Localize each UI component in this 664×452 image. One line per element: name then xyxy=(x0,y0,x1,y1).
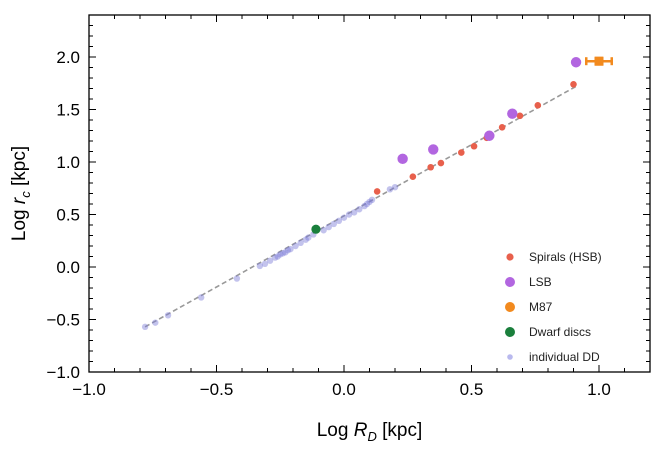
m87-point xyxy=(585,56,613,66)
spiral-hsb-point xyxy=(516,112,524,120)
x-axis-label: Log RD [kpc] xyxy=(317,420,423,444)
individual-dd-point xyxy=(292,242,299,250)
spiral-hsb-point xyxy=(534,102,542,109)
legend-marker xyxy=(507,354,513,360)
legend-marker xyxy=(505,327,515,337)
individual-dd-point xyxy=(261,260,269,268)
y-axis-tick-labels: −1.0 −0.5 0.0 0.5 1.0 1.5 2.0 xyxy=(46,48,80,382)
individual-dd-point xyxy=(345,211,353,218)
individual-dd-point xyxy=(256,262,264,270)
spiral-hsb-point xyxy=(498,124,506,131)
lsb-point xyxy=(428,144,439,155)
individual-dd-point xyxy=(233,275,241,282)
legend-marker xyxy=(506,253,514,261)
spiral-hsb-point xyxy=(427,163,435,171)
individual-dd-point xyxy=(368,196,376,203)
individual-dd-point xyxy=(152,319,159,326)
lsb-point xyxy=(484,130,495,141)
legend-label: Dwarf discs xyxy=(529,325,591,339)
spiral-hsb-point xyxy=(373,188,381,195)
legend-label: M87 xyxy=(529,300,553,314)
legend-label: LSB xyxy=(529,275,552,289)
individual-dd-point xyxy=(330,220,337,228)
individual-dd-point xyxy=(386,186,394,193)
individual-dd-point xyxy=(366,198,373,206)
spiral-hsb-point xyxy=(458,149,465,156)
y-tick-label: 1.5 xyxy=(56,101,80,120)
x-tick-label: −0.5 xyxy=(200,380,234,399)
lsb-point xyxy=(507,108,518,119)
spiral-hsb-point xyxy=(409,173,417,180)
lsb-point xyxy=(397,153,408,165)
individual-dd-point xyxy=(305,234,312,241)
individual-dd-point xyxy=(198,294,205,301)
individual-dd-point xyxy=(351,209,358,216)
individual-dd-point xyxy=(297,239,304,247)
y-tick-label: 1.0 xyxy=(56,153,80,172)
spiral-hsb-point xyxy=(470,142,478,150)
individual-dd-point xyxy=(325,223,332,231)
individual-dd-point xyxy=(282,249,289,256)
spiral-hsb-point xyxy=(437,159,445,167)
individual-dd-point xyxy=(141,323,149,331)
individual-dd-point xyxy=(277,251,284,258)
data-points xyxy=(141,56,613,331)
individual-dd-point xyxy=(266,257,274,264)
legend-marker xyxy=(505,302,515,312)
y-axis-label: Log rc [kpc] xyxy=(9,146,33,241)
individual-dd-point xyxy=(340,214,348,221)
x-tick-label: 1.0 xyxy=(587,380,611,399)
individual-dd-point xyxy=(287,245,294,253)
legend-marker xyxy=(505,277,515,287)
x-tick-label: 0.0 xyxy=(332,380,356,399)
individual-dd-point xyxy=(284,247,292,254)
y-tick-label: 0.5 xyxy=(56,206,80,225)
individual-dd-point xyxy=(274,253,281,260)
individual-dd-point xyxy=(391,184,399,191)
x-tick-label: 0.5 xyxy=(460,380,484,399)
m87-marker xyxy=(594,56,604,66)
lsb-point xyxy=(570,57,582,68)
legend-label: individual DD xyxy=(529,350,600,364)
individual-dd-point xyxy=(320,227,327,234)
individual-dd-point xyxy=(164,312,172,319)
spiral-hsb-point xyxy=(570,81,577,88)
axis-ticks xyxy=(88,14,651,373)
individual-dd-point xyxy=(363,200,371,208)
individual-dd-point xyxy=(279,250,286,257)
y-tick-label: 2.0 xyxy=(56,48,80,67)
individual-dd-point xyxy=(335,217,343,224)
x-tick-label: −1.0 xyxy=(72,380,106,399)
y-tick-label: 0.0 xyxy=(56,258,80,277)
y-tick-label: −1.0 xyxy=(46,363,80,382)
individual-dd-point xyxy=(361,202,368,210)
individual-dd-point xyxy=(271,254,279,261)
individual-dd-point xyxy=(302,236,309,243)
individual-dd-point xyxy=(356,206,363,213)
dwarf-disc-point xyxy=(311,224,321,234)
x-axis-tick-labels: −1.0 −0.5 0.0 0.5 1.0 xyxy=(72,380,611,399)
legend-label: Spirals (HSB) xyxy=(529,250,602,264)
legend: Spirals (HSB) LSB M87 Dwarf discs individual… xyxy=(505,250,602,364)
plot-area-frame xyxy=(88,14,651,373)
y-tick-label: −0.5 xyxy=(46,311,80,330)
